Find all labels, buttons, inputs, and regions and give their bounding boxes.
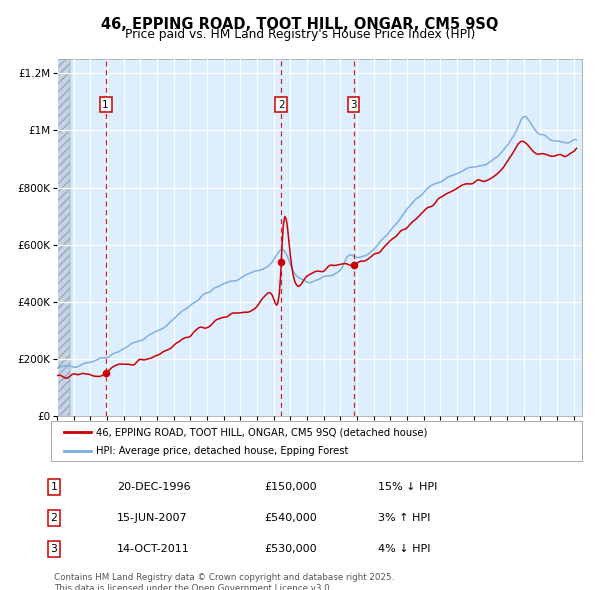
- Text: 46, EPPING ROAD, TOOT HILL, ONGAR, CM5 9SQ (detached house): 46, EPPING ROAD, TOOT HILL, ONGAR, CM5 9…: [96, 428, 428, 438]
- Text: 1: 1: [50, 482, 58, 491]
- Text: 3: 3: [50, 545, 58, 554]
- Text: HPI: Average price, detached house, Epping Forest: HPI: Average price, detached house, Eppi…: [96, 447, 349, 456]
- Text: Contains HM Land Registry data © Crown copyright and database right 2025.
This d: Contains HM Land Registry data © Crown c…: [54, 573, 394, 590]
- Text: 20-DEC-1996: 20-DEC-1996: [117, 482, 191, 491]
- Text: 3: 3: [350, 100, 357, 110]
- Text: 15-JUN-2007: 15-JUN-2007: [117, 513, 188, 523]
- Text: 2: 2: [278, 100, 284, 110]
- Text: 46, EPPING ROAD, TOOT HILL, ONGAR, CM5 9SQ: 46, EPPING ROAD, TOOT HILL, ONGAR, CM5 9…: [101, 17, 499, 31]
- Text: 14-OCT-2011: 14-OCT-2011: [117, 545, 190, 554]
- Text: 15% ↓ HPI: 15% ↓ HPI: [378, 482, 437, 491]
- Text: 3% ↑ HPI: 3% ↑ HPI: [378, 513, 430, 523]
- Bar: [57, 59, 70, 416]
- Text: 2: 2: [50, 513, 58, 523]
- Text: 1: 1: [103, 100, 109, 110]
- Bar: [57, 59, 70, 416]
- Text: Price paid vs. HM Land Registry's House Price Index (HPI): Price paid vs. HM Land Registry's House …: [125, 28, 475, 41]
- Text: £150,000: £150,000: [264, 482, 317, 491]
- Text: 4% ↓ HPI: 4% ↓ HPI: [378, 545, 431, 554]
- Text: £530,000: £530,000: [264, 545, 317, 554]
- Text: £540,000: £540,000: [264, 513, 317, 523]
